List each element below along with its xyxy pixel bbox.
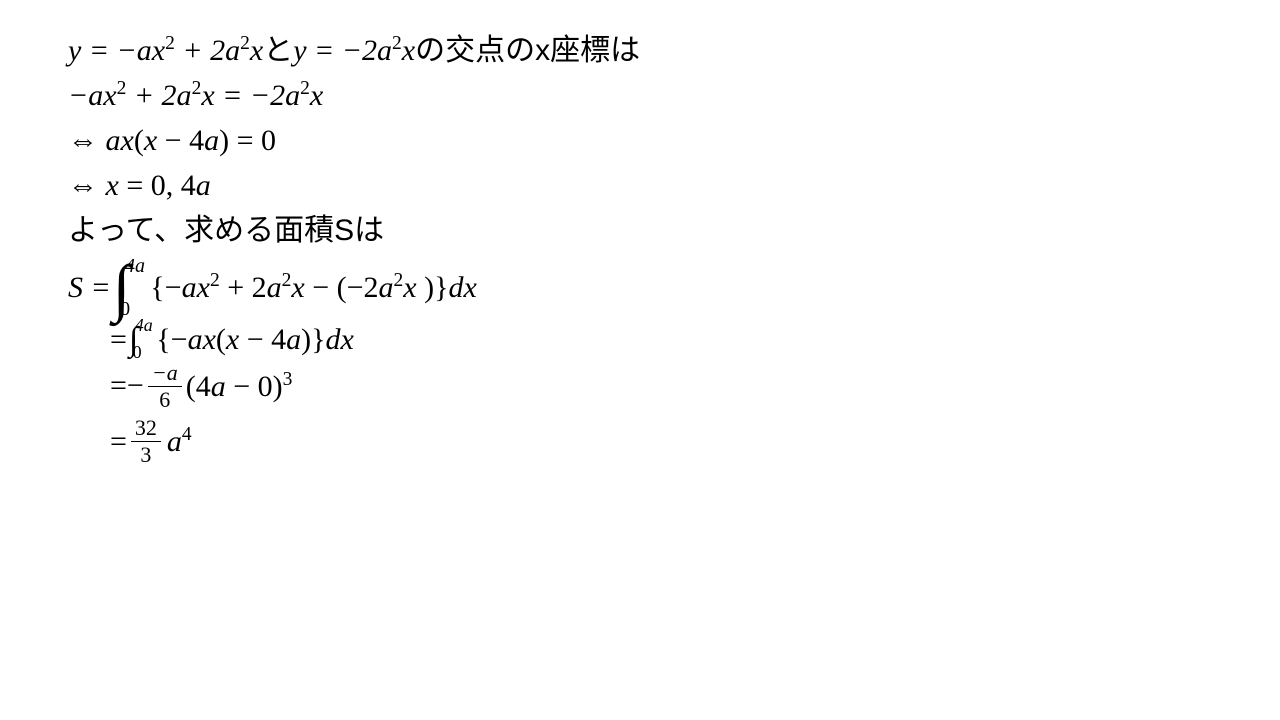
- line-2: −ax2 + 2a2x = −2a2x: [68, 73, 1212, 118]
- equals-4: =: [110, 425, 127, 459]
- step4-rest: a4: [167, 424, 192, 459]
- line-1: y = −ax2 + 2a2xとy = −2a2xの交点のx座標は: [68, 28, 1212, 73]
- eq1-part3: x: [250, 34, 263, 67]
- int-lower-2: 0: [133, 342, 142, 363]
- equals-3: =: [110, 369, 127, 403]
- int-lower-limit: 0: [120, 298, 130, 321]
- eq2-part4: x: [310, 79, 323, 112]
- sup-2b: 2: [240, 33, 250, 54]
- step-3: = − −a 6 (4a − 0)3: [110, 361, 1212, 412]
- sup-2f: 2: [300, 78, 310, 99]
- int-upper-2: 4a: [135, 315, 153, 336]
- step-2: = ∫ 4a 0 {−ax(x − 4a)}dx: [110, 323, 1212, 357]
- eq2-part3: x = −2a: [201, 79, 300, 112]
- line-4: ⇔ x = 0, 4a: [68, 163, 1212, 208]
- s-equals: S =: [68, 271, 111, 305]
- eq1-part2: + 2a: [175, 34, 240, 67]
- sup-2d: 2: [117, 78, 127, 99]
- frac-num-1: −a: [148, 361, 182, 387]
- eq1-part5: x: [402, 34, 415, 67]
- frac-num-2: 32: [131, 416, 161, 442]
- sup-2c: 2: [392, 33, 402, 54]
- int-upper-limit: 4a: [125, 255, 145, 278]
- jp-to: と: [263, 34, 293, 67]
- integral-symbol-small: ∫ 4a 0: [129, 323, 138, 357]
- fraction-32-3: 32 3: [131, 416, 161, 467]
- frac-den-2: 3: [136, 442, 155, 467]
- step3-rest: (4a − 0)3: [186, 369, 293, 404]
- jp-therefore: よって、求める面積Sは: [68, 214, 384, 247]
- fraction-a6: −a 6: [148, 361, 182, 412]
- integral-symbol-large: ∫ 4a 0: [113, 259, 131, 317]
- eq3: ax(x − 4a) = 0: [106, 124, 277, 157]
- eq1-part4: y = −2a: [293, 34, 392, 67]
- integral-line-1: S = ∫ 4a 0 {−ax2 + 2a2x − (−2a2x )}dx: [68, 259, 1212, 317]
- jp-intersection: の交点のx座標は: [415, 34, 640, 67]
- step-4: = 32 3 a4: [110, 416, 1212, 467]
- eq4: x = 0, 4a: [106, 169, 211, 202]
- frac-den-1: 6: [155, 387, 174, 412]
- equals-2: =: [110, 323, 127, 357]
- math-content: y = −ax2 + 2a2xとy = −2a2xの交点のx座標は −ax2 +…: [0, 0, 1280, 495]
- sup-2e: 2: [192, 78, 202, 99]
- eq1-part1: y = −ax: [68, 34, 165, 67]
- line-5: よって、求める面積Sは: [68, 208, 1212, 253]
- minus-3: −: [127, 369, 144, 403]
- line-3: ⇔ ax(x − 4a) = 0: [68, 118, 1212, 163]
- eq2-part1: −ax: [68, 79, 117, 112]
- eq2-part2: + 2a: [126, 79, 191, 112]
- sup-2: 2: [165, 33, 175, 54]
- integrand-2: {−ax(x − 4a)}dx: [156, 323, 354, 357]
- integrand-1: {−ax2 + 2a2x − (−2a2x )}dx: [150, 270, 477, 305]
